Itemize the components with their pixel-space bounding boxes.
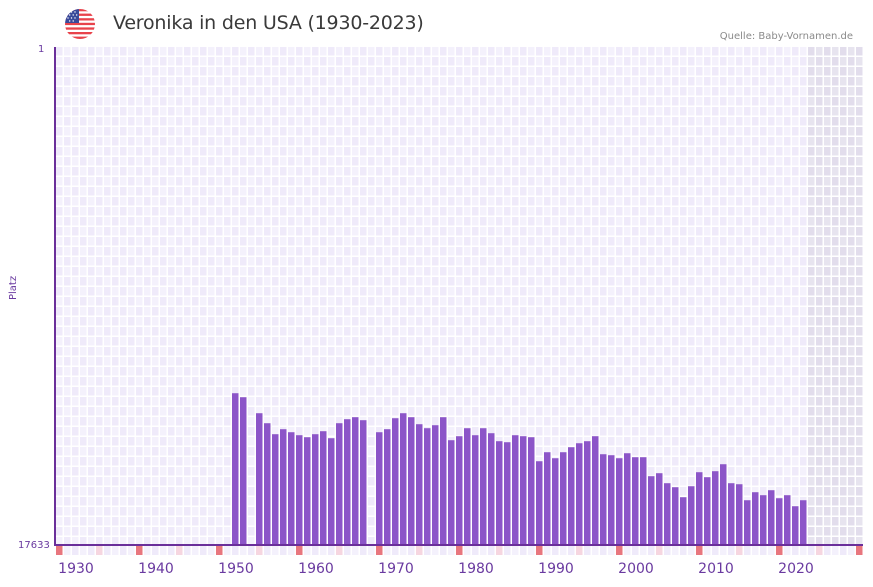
bar <box>344 419 351 545</box>
bar <box>376 432 383 545</box>
bar <box>432 425 439 545</box>
bar <box>360 420 367 545</box>
y-axis-bottom-label: 17633 <box>18 540 50 551</box>
bar <box>296 435 303 545</box>
bar <box>528 437 535 545</box>
bar <box>544 452 551 545</box>
bar <box>256 413 263 545</box>
x-label: 1970 <box>378 561 414 577</box>
bar <box>728 483 735 545</box>
bar <box>584 441 591 545</box>
bar <box>560 452 567 545</box>
bar <box>768 490 775 545</box>
x-label: 2010 <box>698 561 734 577</box>
bar <box>568 447 575 545</box>
bar <box>784 495 791 545</box>
bar <box>792 506 799 545</box>
bar <box>448 440 455 545</box>
bar <box>744 500 751 545</box>
bar <box>672 487 679 545</box>
bar <box>552 458 559 545</box>
x-label: 1990 <box>538 561 574 577</box>
chart-title: Veronika in den USA (1930-2023) <box>113 12 424 34</box>
bar <box>336 423 343 545</box>
bar <box>488 433 495 545</box>
bar <box>720 464 727 545</box>
bar <box>736 484 743 545</box>
bar <box>392 418 399 545</box>
bar <box>664 483 671 545</box>
us-flag-icon <box>65 9 95 39</box>
bar <box>272 434 279 545</box>
decade-marker-strip <box>56 546 863 555</box>
bar <box>352 417 359 545</box>
bar <box>280 429 287 545</box>
bar <box>328 438 335 545</box>
bar <box>632 457 639 545</box>
bar <box>408 417 415 545</box>
bar <box>464 428 471 545</box>
x-label: 1940 <box>138 561 174 577</box>
bar <box>592 436 599 545</box>
bar <box>384 429 391 545</box>
bar-chart <box>56 47 863 545</box>
bar <box>776 498 783 545</box>
x-label: 1980 <box>458 561 494 577</box>
x-label: 2000 <box>618 561 654 577</box>
bar <box>600 454 607 545</box>
bar <box>520 436 527 545</box>
bar <box>688 486 695 545</box>
bar <box>312 434 319 545</box>
bar <box>616 458 623 545</box>
bar <box>576 443 583 545</box>
bar <box>416 424 423 545</box>
bar <box>496 441 503 545</box>
bar <box>456 436 463 545</box>
bar <box>752 492 759 545</box>
bar <box>424 428 431 545</box>
bar <box>504 442 511 545</box>
bar <box>264 423 271 545</box>
bar <box>304 437 311 545</box>
x-axis-line <box>54 544 863 546</box>
bar <box>696 472 703 545</box>
x-label: 1930 <box>58 561 94 577</box>
bar <box>472 435 479 545</box>
y-axis-line <box>54 47 56 546</box>
bar <box>480 428 487 545</box>
bar <box>680 497 687 545</box>
x-label: 1960 <box>298 561 334 577</box>
bar <box>704 477 711 545</box>
y-axis-top-label: 1 <box>38 44 45 55</box>
bar <box>608 455 615 545</box>
bar <box>536 461 543 545</box>
x-label: 1950 <box>218 561 254 577</box>
bar <box>640 457 647 545</box>
bar <box>440 417 447 545</box>
x-label: 2020 <box>778 561 814 577</box>
bar <box>400 413 407 545</box>
bar <box>320 431 327 545</box>
y-axis-title: Platz <box>8 275 19 300</box>
bar <box>512 435 519 545</box>
bar <box>656 473 663 545</box>
bar <box>624 453 631 545</box>
plot-area <box>56 47 863 545</box>
source-credit: Quelle: Baby-Vornamen.de <box>719 31 853 42</box>
bar <box>240 397 247 545</box>
bar <box>232 393 239 545</box>
bar <box>648 476 655 545</box>
bar <box>712 471 719 545</box>
bar <box>800 500 807 545</box>
bar <box>760 495 767 545</box>
bar <box>288 432 295 545</box>
